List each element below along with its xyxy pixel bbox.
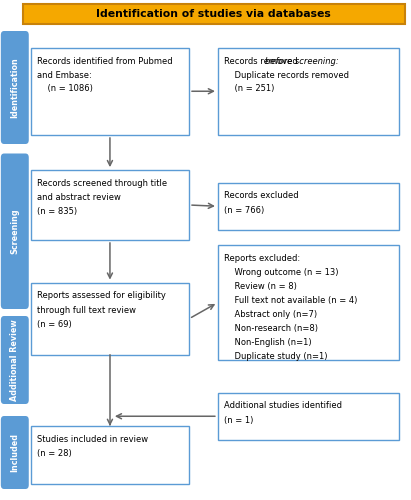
Text: Records screened through title: Records screened through title xyxy=(37,179,167,188)
Text: Studies included in review: Studies included in review xyxy=(37,435,148,444)
Text: (n = 251): (n = 251) xyxy=(224,84,275,94)
Text: Abstract only (n=7): Abstract only (n=7) xyxy=(224,310,317,319)
FancyBboxPatch shape xyxy=(218,392,399,440)
FancyBboxPatch shape xyxy=(31,170,189,240)
Text: Full text not available (n = 4): Full text not available (n = 4) xyxy=(224,296,358,305)
FancyBboxPatch shape xyxy=(31,48,189,135)
Text: Duplicate study (n=1): Duplicate study (n=1) xyxy=(224,352,328,361)
FancyBboxPatch shape xyxy=(1,31,29,144)
Text: Identification of studies via databases: Identification of studies via databases xyxy=(96,9,331,19)
FancyBboxPatch shape xyxy=(31,426,189,484)
FancyBboxPatch shape xyxy=(1,154,29,309)
Text: (n = 28): (n = 28) xyxy=(37,449,72,458)
FancyBboxPatch shape xyxy=(1,316,29,404)
Text: Reports excluded:: Reports excluded: xyxy=(224,254,300,263)
Text: (n = 1): (n = 1) xyxy=(224,416,253,424)
FancyBboxPatch shape xyxy=(218,182,399,230)
Text: and Embase:: and Embase: xyxy=(37,70,92,80)
FancyBboxPatch shape xyxy=(218,48,399,135)
Text: Additional Review: Additional Review xyxy=(10,319,19,401)
Text: (n = 835): (n = 835) xyxy=(37,207,77,216)
Text: Duplicate records removed: Duplicate records removed xyxy=(224,70,349,80)
Text: Reports assessed for eligibility: Reports assessed for eligibility xyxy=(37,292,166,300)
FancyBboxPatch shape xyxy=(218,245,399,360)
FancyBboxPatch shape xyxy=(31,282,189,355)
Text: Additional studies identified: Additional studies identified xyxy=(224,402,342,410)
Text: Non-research (n=8): Non-research (n=8) xyxy=(224,324,318,333)
Text: Records excluded: Records excluded xyxy=(224,192,299,200)
Text: Screening: Screening xyxy=(10,208,19,254)
Text: and abstract review: and abstract review xyxy=(37,193,121,202)
Text: Review (n = 8): Review (n = 8) xyxy=(224,282,297,291)
Text: Non-English (n=1): Non-English (n=1) xyxy=(224,338,312,347)
Text: through full text review: through full text review xyxy=(37,306,136,314)
Text: before screening:: before screening: xyxy=(265,56,339,66)
Text: Identification: Identification xyxy=(10,57,19,118)
Text: (n = 69): (n = 69) xyxy=(37,320,72,328)
Text: Included: Included xyxy=(10,433,19,472)
Text: Records removed: Records removed xyxy=(224,56,300,66)
Text: Wrong outcome (n = 13): Wrong outcome (n = 13) xyxy=(224,268,339,277)
Text: (n = 1086): (n = 1086) xyxy=(37,84,93,94)
Text: (n = 766): (n = 766) xyxy=(224,206,264,214)
Text: Records identified from Pubmed: Records identified from Pubmed xyxy=(37,56,173,66)
FancyBboxPatch shape xyxy=(1,416,29,489)
FancyBboxPatch shape xyxy=(23,4,405,24)
